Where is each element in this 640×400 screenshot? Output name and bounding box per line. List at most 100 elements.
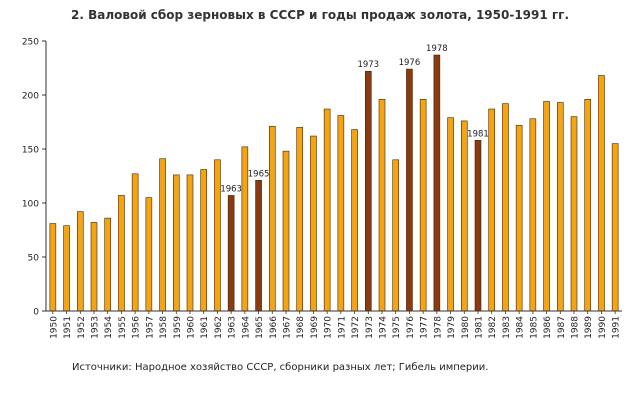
annotation-1963: 1963 (220, 184, 242, 194)
annotation-1965: 1965 (248, 169, 270, 179)
annotation-1976: 1976 (399, 58, 421, 68)
bar-1965 (255, 180, 262, 312)
bar-1967 (282, 150, 290, 312)
x-tick-label-1971: 1971 (337, 316, 347, 339)
x-tick-label-1987: 1987 (557, 316, 567, 339)
x-tick-label-1957: 1957 (145, 316, 155, 339)
x-tick-label-1958: 1958 (159, 316, 169, 339)
bar-1987 (556, 102, 564, 312)
y-tick-label: 250 (22, 38, 39, 48)
x-tick-label-1968: 1968 (296, 316, 306, 339)
x-tick-label-1965: 1965 (255, 316, 265, 339)
annotation-1973: 1973 (357, 60, 379, 70)
x-tick-label-1980: 1980 (461, 316, 471, 339)
x-tick-label-1977: 1977 (420, 316, 430, 339)
bar-1957 (145, 197, 153, 312)
x-tick-label-1967: 1967 (283, 316, 293, 339)
bar-1980 (460, 120, 468, 312)
chart-title: 2. Валовой сбор зерновых в СССР и годы п… (71, 8, 569, 22)
bar-1977 (419, 99, 427, 312)
x-tick-label-1959: 1959 (173, 316, 183, 339)
bar-1969 (310, 135, 317, 312)
bar-1986 (543, 101, 550, 312)
y-tick-label: 100 (22, 200, 39, 210)
x-tick-label-1976: 1976 (406, 316, 416, 339)
bar-1956 (131, 173, 139, 312)
x-tick-label-1955: 1955 (118, 316, 128, 339)
x-tick-label-1954: 1954 (104, 316, 114, 339)
bar-1976 (406, 68, 413, 312)
bar-1958 (159, 158, 166, 312)
x-tick-label-1982: 1982 (488, 316, 498, 339)
x-tick-label-1985: 1985 (529, 316, 539, 339)
x-tick-label-1978: 1978 (433, 316, 443, 339)
bar-1954 (104, 217, 112, 312)
x-tick-label-1962: 1962 (214, 316, 224, 339)
bar-1988 (570, 116, 578, 312)
x-tick-label-1988: 1988 (571, 316, 581, 339)
bars (49, 54, 619, 312)
bar-1983 (502, 103, 509, 312)
y-tick-label: 50 (28, 254, 40, 264)
x-tick-label-1950: 1950 (49, 316, 59, 339)
bar-1971 (337, 115, 345, 312)
x-tick-label-1966: 1966 (269, 316, 279, 339)
bar-1951 (63, 225, 70, 312)
x-tick-label-1979: 1979 (447, 316, 457, 339)
bar-1959 (172, 174, 180, 312)
chart-source-note: Источники: Народное хозяйство СССР, сбор… (72, 362, 489, 373)
y-axis: 0 50 100 150 200 250 (22, 38, 47, 318)
bar-1953 (90, 222, 98, 312)
x-tick-label-1956: 1956 (132, 316, 142, 339)
bar-1961 (200, 169, 208, 312)
x-tick-label-1986: 1986 (543, 316, 553, 339)
bar-1975 (392, 159, 400, 312)
x-axis: 1950 1951 1952 1953 1954 1955 1956 1957 1958 1959… (46, 310, 622, 339)
y-tick-label: 0 (33, 308, 39, 318)
bar-1952 (76, 211, 84, 312)
x-tick-label-1975: 1975 (392, 316, 402, 339)
x-tick-label-1964: 1964 (241, 316, 251, 339)
bar-1990 (598, 75, 605, 312)
bar-1974 (378, 99, 386, 312)
x-tick-label-1970: 1970 (324, 316, 334, 339)
x-tick-label-1953: 1953 (91, 316, 101, 339)
bar-1970 (323, 108, 331, 312)
bar-1950 (49, 223, 57, 312)
bar-annotations: 1963 1965 1973 1976 1978 1981 (220, 44, 488, 194)
bar-1960 (186, 174, 194, 312)
bar-1968 (296, 127, 304, 312)
x-tick-label-1963: 1963 (228, 316, 238, 339)
x-tick-label-1973: 1973 (365, 316, 375, 339)
x-tick-label-1981: 1981 (475, 316, 485, 339)
x-tick-label-1961: 1961 (200, 316, 210, 339)
bar-1972 (351, 129, 358, 312)
bar-1955 (118, 195, 125, 312)
bar-1981 (474, 140, 482, 312)
y-tick-label: 150 (22, 146, 39, 156)
x-tick-label-1990: 1990 (598, 316, 608, 339)
bar-1973 (364, 70, 372, 312)
x-tick-label-1952: 1952 (77, 316, 87, 339)
bar-1985 (529, 118, 537, 312)
bar-1962 (214, 159, 221, 312)
x-tick-label-1984: 1984 (516, 316, 526, 339)
annotation-1981: 1981 (467, 129, 489, 139)
x-tick-label-1974: 1974 (379, 316, 389, 339)
bar-1979 (447, 117, 454, 312)
bar-1982 (488, 108, 496, 312)
x-tick-label-1991: 1991 (612, 316, 622, 339)
x-tick-label-1989: 1989 (584, 316, 594, 339)
x-tick-label-1969: 1969 (310, 316, 320, 339)
annotation-1978: 1978 (426, 44, 448, 54)
y-tick-label: 200 (22, 92, 39, 102)
x-tick-label-1960: 1960 (187, 316, 197, 339)
x-tick-label-1972: 1972 (351, 316, 361, 339)
bar-1963 (227, 195, 235, 312)
x-tick-label-1983: 1983 (502, 316, 512, 339)
bar-1984 (515, 124, 523, 312)
bar-1991 (611, 143, 619, 312)
bar-1966 (268, 126, 276, 312)
x-tick-label-1951: 1951 (63, 316, 73, 339)
